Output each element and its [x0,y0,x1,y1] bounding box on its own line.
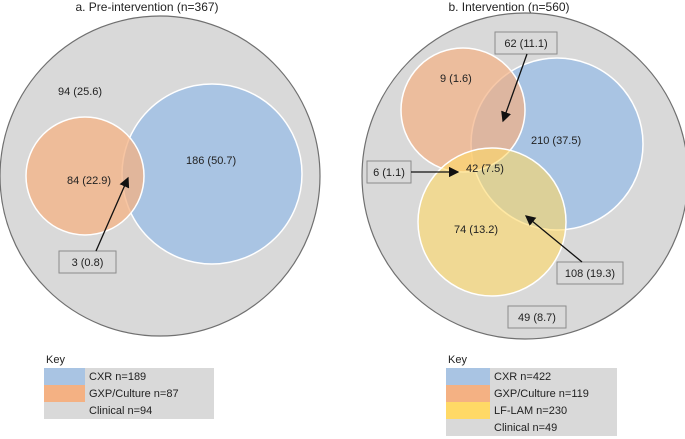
key-swatch-lam [446,402,490,419]
overlap-callout-box [58,250,117,274]
key-intervention: Key CXR n=422 GXP/Culture n=119 LF-LAM n… [446,354,617,436]
key-label-cxr: CXR n=189 [89,371,146,383]
key-row-bg [490,385,617,402]
lf-lam-circle [417,147,567,297]
key-swatch-cxr [446,368,490,385]
key-pre-intervention: Key CXR n=189 GXP/Culture n=87 Clinical … [44,354,214,419]
cxr-lam-arrow [524,215,583,263]
key-swatch-cxr [44,368,85,385]
gxp-cxr-label: 62 (11.1) [504,38,547,50]
clinical-only-label: 94 (25.6) [58,86,102,98]
key-swatch-gxp [44,385,85,402]
panel-b-title: b. Intervention (n=560) [448,0,569,14]
key-label-clinical: Clinical n=94 [89,405,152,417]
panel-a-title: a. Pre-intervention (n=367) [75,0,218,14]
cxr-lam-callout-box [556,261,624,285]
cxr-only-label: 186 (50.7) [186,155,236,167]
key-label-cxr: CXR n=422 [494,371,551,383]
lam-only-label: 74 (13.2) [454,224,498,236]
key-row-bg [85,402,214,419]
key-label-clinical: Clinical n=49 [494,422,557,434]
gxp-lam-label: 6 (1.1) [373,167,405,179]
gxp-only-label: 9 (1.6) [440,73,472,85]
key-swatch-gxp [446,385,490,402]
cxr-lam-label: 108 (19.3) [565,268,615,280]
key-heading: Key [46,354,65,366]
all-three-label: 42 (7.5) [466,163,504,175]
gxp-cxr-arrow [501,53,528,123]
key-row-bg [490,419,617,436]
overlap-arrow [95,176,130,252]
gxp-culture-circle [25,116,145,236]
cxr-only-label: 210 (37.5) [531,135,581,147]
key-row-bg [85,368,214,385]
key-swatch-clinical [44,402,85,419]
key-heading: Key [448,354,467,366]
gxp-cxr-callout-box [494,31,558,55]
clinical-only-box [507,305,567,329]
panel-pre-intervention: a. Pre-intervention (n=367) 94 (25.6) 84… [0,0,321,337]
key-label-gxp: GXP/Culture n=119 [494,388,589,400]
key-label-gxp: GXP/Culture n=87 [89,388,179,400]
key-swatch-clinical [446,419,490,436]
panel-intervention: b. Intervention (n=560) 62 (11.1) 9 (1.6… [361,0,685,340]
key-row-bg [85,385,214,402]
clinical-only-label: 49 (8.7) [518,312,556,324]
gxp-only-label: 84 (22.9) [67,175,111,187]
key-row-bg [490,402,617,419]
overlap-label: 3 (0.8) [72,257,104,269]
cxr-circle [121,83,303,265]
key-label-lam: LF-LAM n=230 [494,405,567,417]
key-row-bg [490,368,617,385]
